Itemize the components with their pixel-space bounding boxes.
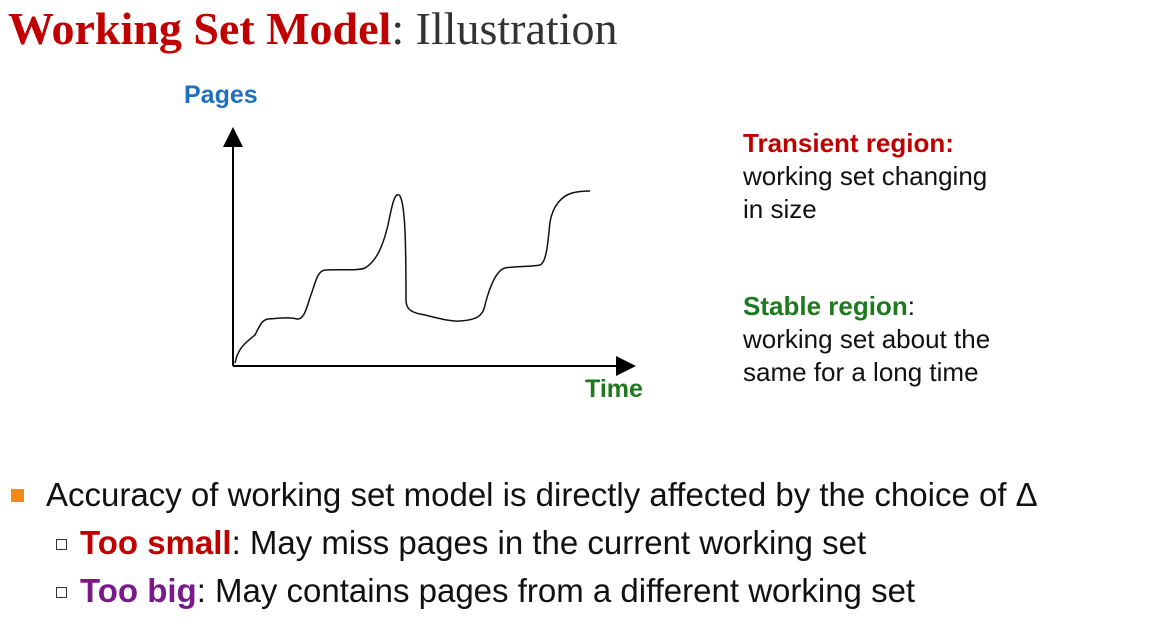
stable-line-2: same for a long time: [743, 357, 979, 387]
too-small-text: : May miss pages in the current working …: [231, 524, 867, 561]
bullet-main: Accuracy of working set model is directl…: [11, 475, 1038, 515]
sub-bullet-too-big: Too big: May contains pages from a diffe…: [56, 571, 916, 611]
working-set-curve: [234, 190, 591, 364]
transient-heading: Transient region:: [743, 128, 954, 158]
slide-title: Working Set Model: Illustration: [8, 3, 618, 55]
stable-heading: Stable region: [743, 291, 908, 321]
checkbox-bullet-icon: [56, 587, 67, 598]
title-main: Working Set Model: [8, 3, 392, 54]
stable-heading-line: Stable region:: [743, 290, 1083, 323]
stable-heading-suffix: :: [907, 291, 915, 321]
too-big-term: Too big: [80, 572, 197, 609]
title-separator: :: [391, 3, 405, 54]
transient-line-1: working set changing: [743, 161, 988, 191]
bullet-square-icon: [11, 489, 24, 502]
checkbox-bullet-icon: [56, 539, 67, 550]
transient-region-note: Transient region: working set changing i…: [743, 127, 1083, 226]
x-axis-label: Time: [585, 375, 643, 403]
sub-bullet-too-small: Too small: May miss pages in the current…: [56, 523, 867, 563]
too-big-text: : May contains pages from a different wo…: [196, 572, 916, 609]
transient-line-2: in size: [743, 194, 817, 224]
title-sub: Illustration: [415, 3, 618, 54]
stable-region-note: Stable region: working set about the sam…: [743, 290, 1083, 389]
stable-line-1: working set about the: [743, 324, 991, 354]
too-small-term: Too small: [80, 524, 232, 561]
y-axis-label: Pages: [184, 81, 258, 109]
bullet-main-text: Accuracy of working set model is directl…: [46, 476, 1038, 513]
